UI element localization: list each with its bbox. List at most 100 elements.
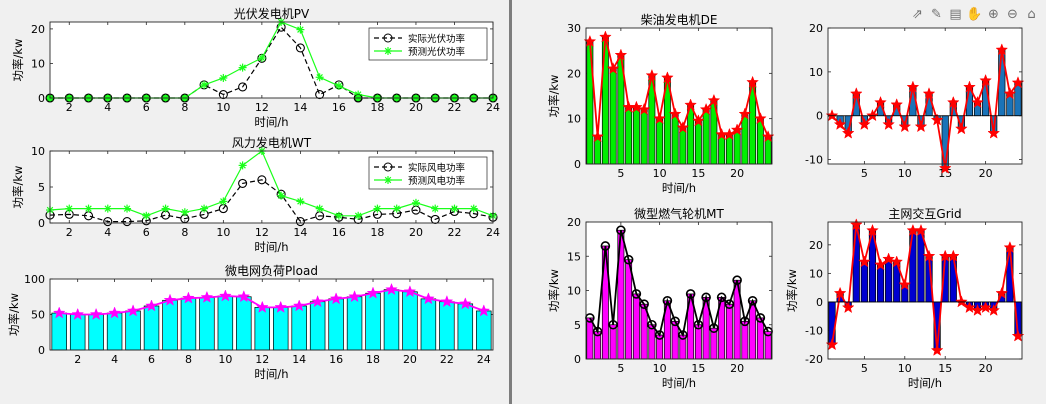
x-tick-label: 16 bbox=[329, 353, 343, 366]
bar bbox=[671, 113, 679, 165]
data-point bbox=[882, 252, 895, 265]
bar bbox=[586, 317, 594, 360]
bar bbox=[625, 106, 633, 165]
y-tick-label: 5 bbox=[38, 181, 45, 194]
data-point bbox=[219, 197, 228, 206]
bar bbox=[217, 295, 234, 351]
y-tick-label: 50 bbox=[31, 309, 45, 322]
data-point bbox=[637, 102, 651, 116]
data-point bbox=[238, 178, 248, 188]
bar bbox=[733, 129, 741, 165]
y-tick-label: 20 bbox=[567, 67, 581, 80]
bar bbox=[640, 109, 648, 165]
bar bbox=[949, 255, 957, 303]
data-point bbox=[693, 319, 704, 330]
data-point bbox=[849, 218, 863, 231]
x-tick-label: 2 bbox=[66, 101, 73, 114]
x-tick-label: 10 bbox=[898, 167, 912, 180]
bar bbox=[694, 324, 702, 360]
legend-marker bbox=[383, 33, 393, 43]
bar bbox=[106, 312, 123, 351]
bar bbox=[671, 320, 679, 360]
y-tick-label: -10 bbox=[805, 324, 823, 337]
bar bbox=[236, 296, 252, 351]
data-point bbox=[392, 204, 401, 213]
data-point bbox=[123, 204, 132, 213]
zoom-out-icon[interactable]: ⊖ bbox=[1007, 7, 1018, 22]
data-point bbox=[458, 297, 472, 310]
y-tick-label: 20 bbox=[809, 239, 823, 252]
chart-de: 5 10 15 20 0 10 20 30 柴油发电机DE 时间/h 功率/kw bbox=[547, 12, 775, 195]
data-point bbox=[841, 300, 855, 314]
data-point bbox=[296, 25, 305, 34]
data-point bbox=[315, 73, 324, 82]
x-tick-label: 15 bbox=[938, 362, 952, 375]
bar bbox=[291, 305, 307, 351]
data-point bbox=[946, 249, 960, 262]
data-point bbox=[315, 89, 325, 100]
x-tick-label: 22 bbox=[447, 101, 461, 114]
legend-label: 实际光伏功率 bbox=[408, 33, 466, 45]
window-divider[interactable] bbox=[509, 0, 512, 404]
data-point bbox=[914, 223, 928, 236]
bar bbox=[656, 118, 664, 165]
x-tick-label: 20 bbox=[409, 101, 423, 114]
data-point bbox=[639, 299, 649, 310]
bar bbox=[88, 314, 104, 351]
data-point bbox=[161, 204, 170, 213]
export-icon[interactable]: ⇗ bbox=[912, 7, 923, 22]
axes-frame bbox=[49, 150, 494, 224]
brush-icon[interactable]: ✎ bbox=[931, 7, 942, 22]
x-tick-label: 18 bbox=[370, 226, 384, 239]
x-tick-label: 15 bbox=[691, 362, 705, 375]
data-point bbox=[329, 292, 343, 305]
chart-title: 风力发电机WT bbox=[232, 135, 312, 150]
data-point bbox=[946, 95, 960, 108]
bar bbox=[199, 297, 215, 351]
data-point bbox=[971, 95, 984, 108]
data-point bbox=[645, 68, 659, 82]
data-point bbox=[237, 290, 251, 303]
x-tick-label: 10 bbox=[898, 362, 912, 375]
data-point bbox=[987, 303, 1001, 316]
x-tick-label: 6 bbox=[143, 226, 150, 239]
data-point bbox=[219, 73, 228, 82]
data-point bbox=[348, 290, 361, 303]
y-tick-label: 10 bbox=[567, 113, 581, 126]
data-point bbox=[295, 217, 305, 227]
data-point bbox=[955, 295, 968, 308]
plot-area bbox=[586, 28, 772, 164]
home-icon[interactable]: ⌂ bbox=[1027, 7, 1036, 22]
data-point bbox=[890, 98, 904, 111]
data-point bbox=[858, 255, 871, 268]
y-tick-label: 0 bbox=[38, 344, 45, 357]
data-point bbox=[218, 89, 228, 100]
x-tick-label: 20 bbox=[730, 167, 744, 180]
bar bbox=[694, 120, 702, 165]
data-point bbox=[257, 53, 266, 62]
bar bbox=[457, 303, 474, 351]
datatip-icon[interactable]: ▤ bbox=[949, 7, 962, 22]
zoom-in-icon[interactable]: ⊕ bbox=[988, 7, 999, 22]
data-point bbox=[890, 255, 904, 268]
x-tick-label: 18 bbox=[370, 101, 384, 114]
pan-icon[interactable]: ✋ bbox=[966, 7, 983, 22]
data-point bbox=[440, 294, 454, 308]
data-point bbox=[740, 316, 750, 327]
bar bbox=[749, 300, 757, 360]
y-tick-label: -20 bbox=[805, 353, 823, 366]
x-axis-label: 时间/h bbox=[908, 376, 942, 390]
plot-area bbox=[50, 279, 493, 350]
data-point bbox=[295, 43, 305, 53]
y-tick-label: 0 bbox=[38, 92, 45, 105]
left-figure-canvas: 2 4 6 8 10 12 14 16 18 20 22 2401020实际光伏功率预测光伏功率光伏发… bbox=[7, 6, 500, 381]
data-point bbox=[963, 80, 976, 93]
axes-frame bbox=[585, 221, 773, 360]
bar bbox=[143, 305, 160, 351]
data-point bbox=[906, 80, 920, 93]
data-point bbox=[874, 258, 887, 271]
bar bbox=[609, 68, 617, 165]
bar bbox=[402, 291, 418, 351]
chart-mt: 5 10 15 20 0 5 10 15 20 微型燃气轮机MT 时间/h 功率/kw bbox=[547, 206, 773, 390]
